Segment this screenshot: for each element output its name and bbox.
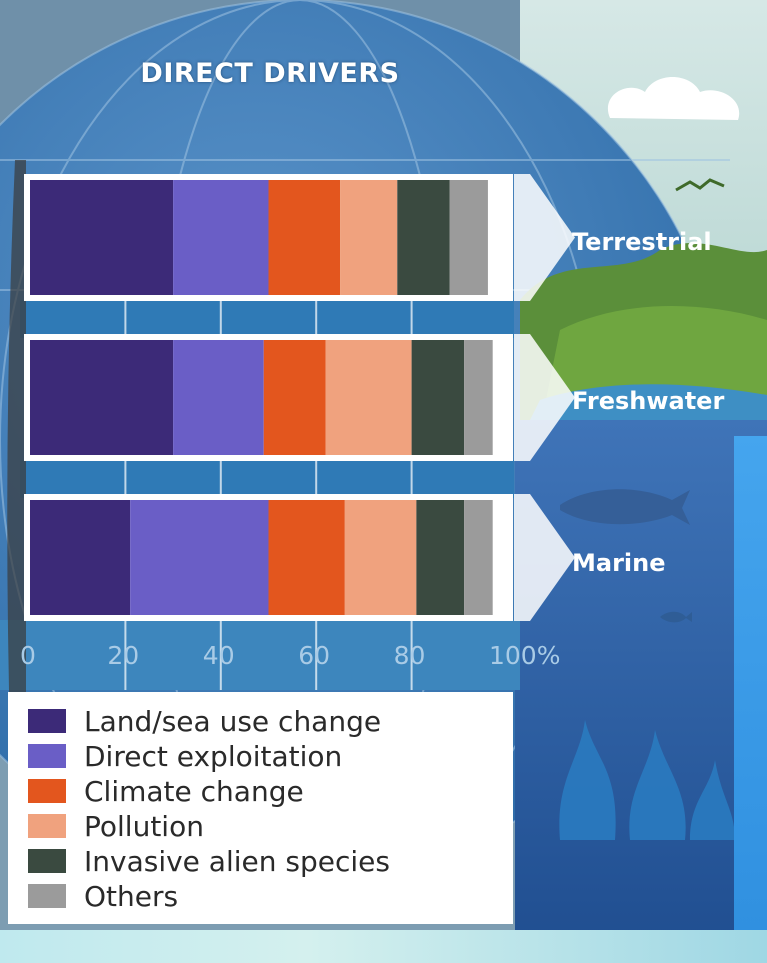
category-label: Marine (572, 549, 666, 577)
side-panel (734, 436, 767, 958)
arrow-shape (514, 334, 575, 461)
x-tick-label: 40 (203, 641, 235, 670)
bar-segment (464, 340, 493, 455)
legend-label: Pollution (84, 809, 204, 843)
bar-segment (411, 340, 465, 455)
x-tick-label: 0 (20, 641, 36, 670)
x-tick-label: 80 (394, 641, 426, 670)
bar-segment (30, 500, 131, 615)
cloud-icon (607, 77, 740, 120)
bird-icon (675, 178, 725, 192)
legend-label: Climate change (84, 774, 304, 808)
legend-item: Others (28, 879, 178, 913)
legend-item: Climate change (28, 774, 304, 808)
category-labels: Terrestrial Freshwater Marine (572, 228, 724, 577)
bottom-strip (0, 930, 767, 963)
bar-segment (268, 500, 345, 615)
bar-segment (397, 180, 450, 295)
globe-edge-shadow (7, 160, 27, 860)
bars (24, 174, 513, 621)
category-label: Terrestrial (572, 228, 712, 256)
bar-segment (263, 340, 326, 455)
bar-segment (464, 500, 493, 615)
bar-segment (30, 340, 174, 455)
bar-segment (340, 180, 398, 295)
fish-icon (660, 611, 692, 623)
bar-segment (173, 340, 264, 455)
legend-label: Others (84, 879, 179, 913)
legend-item: Land/sea use change (28, 704, 381, 738)
category-label: Freshwater (572, 387, 724, 415)
legend-swatch (28, 884, 66, 908)
bar-segment (416, 500, 465, 615)
coral (559, 720, 735, 840)
legend-swatch (28, 779, 66, 803)
legend-swatch (28, 709, 66, 733)
x-tick-label: 60 (298, 641, 330, 670)
legend-label: Direct exploitation (84, 739, 343, 773)
legend-swatch (28, 849, 66, 873)
bar-segment (449, 180, 488, 295)
legend-label: Land/sea use change (84, 704, 382, 738)
chart-title: DIRECT DRIVERS (140, 58, 400, 89)
legend: Land/sea use change Direct exploitation Cl… (8, 692, 513, 924)
bar-segment (173, 180, 269, 295)
axis-band (0, 620, 520, 690)
bar-segment (130, 500, 269, 615)
gap-band (20, 300, 514, 338)
bar-segment (268, 180, 341, 295)
arrow-shape (514, 494, 575, 621)
legend-item: Direct exploitation (28, 739, 342, 773)
gap-band (20, 460, 514, 498)
arrow-shape (514, 174, 575, 301)
legend-swatch (28, 744, 66, 768)
arrows (514, 174, 575, 621)
x-tick-label: 20 (107, 641, 139, 670)
x-axis-ticks: 0 20 40 60 80 100% (20, 641, 560, 670)
x-tick-label: 100% (489, 641, 560, 670)
bar-segment (325, 340, 412, 455)
legend-swatch (28, 814, 66, 838)
legend-item: Pollution (28, 809, 204, 843)
legend-item: Invasive alien species (28, 844, 390, 878)
bar-segment (30, 180, 174, 295)
legend-label: Invasive alien species (84, 844, 390, 878)
bar-segment (344, 500, 417, 615)
shark-icon (560, 489, 690, 525)
